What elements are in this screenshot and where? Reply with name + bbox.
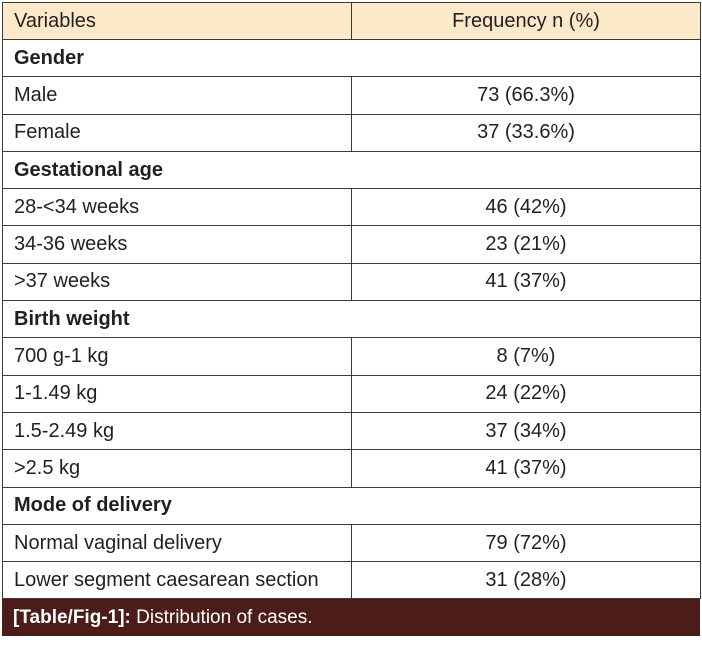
row-value: 79 (72%): [351, 523, 701, 563]
section-title: Gender: [2, 38, 701, 78]
row-label: >2.5 kg: [2, 449, 352, 488]
row-value: 46 (42%): [351, 188, 701, 227]
row-value: 31 (28%): [351, 561, 701, 600]
row-label: 1-1.49 kg: [2, 374, 352, 413]
header-variables: Variables: [2, 2, 352, 40]
row-label: 700 g-1 kg: [2, 337, 352, 376]
row-label: 28-<34 weeks: [2, 188, 352, 227]
row-value: 37 (34%): [351, 411, 701, 451]
row-value: 8 (7%): [351, 337, 701, 376]
table-row: Lower segment caesarean section 31 (28%): [2, 561, 701, 600]
section-row-gestational-age: Gestational age: [2, 150, 701, 190]
row-label: 34-36 weeks: [2, 225, 352, 264]
row-label: Female: [2, 113, 352, 152]
row-value: 73 (66.3%): [351, 76, 701, 115]
distribution-table: Variables Frequency n (%) Gender Male 73…: [2, 2, 701, 600]
section-title: Gestational age: [2, 150, 701, 190]
table-row: 34-36 weeks 23 (21%): [2, 225, 701, 264]
table-row: 1.5-2.49 kg 37 (34%): [2, 411, 701, 451]
row-value: 41 (37%): [351, 449, 701, 488]
table-row: 700 g-1 kg 8 (7%): [2, 337, 701, 376]
table-caption: [Table/Fig-1]: Distribution of cases.: [2, 599, 700, 637]
table-row: >2.5 kg 41 (37%): [2, 449, 701, 488]
row-label: 1.5-2.49 kg: [2, 411, 352, 451]
caption-text: Distribution of cases.: [136, 607, 313, 629]
section-title: Birth weight: [2, 300, 701, 339]
row-label: Lower segment caesarean section: [2, 561, 352, 600]
caption-label: [Table/Fig-1]:: [13, 607, 131, 629]
row-label: Male: [2, 76, 352, 115]
distribution-table-container: Variables Frequency n (%) Gender Male 73…: [2, 2, 701, 600]
table-row: Female 37 (33.6%): [2, 113, 701, 152]
row-value: 23 (21%): [351, 225, 701, 264]
section-title: Mode of delivery: [2, 486, 701, 525]
row-value: 24 (22%): [351, 374, 701, 413]
table-header-row: Variables Frequency n (%): [2, 2, 701, 40]
table-row: 28-<34 weeks 46 (42%): [2, 188, 701, 227]
table-row: >37 weeks 41 (37%): [2, 262, 701, 302]
row-label: Normal vaginal delivery: [2, 523, 352, 563]
table-row: Normal vaginal delivery 79 (72%): [2, 523, 701, 563]
row-label: >37 weeks: [2, 262, 352, 302]
row-value: 37 (33.6%): [351, 113, 701, 152]
section-row-gender: Gender: [2, 38, 701, 78]
table-row: Male 73 (66.3%): [2, 76, 701, 115]
header-frequency: Frequency n (%): [351, 2, 701, 40]
section-row-birth-weight: Birth weight: [2, 300, 701, 339]
section-row-mode-of-delivery: Mode of delivery: [2, 486, 701, 525]
table-row: 1-1.49 kg 24 (22%): [2, 374, 701, 413]
row-value: 41 (37%): [351, 262, 701, 302]
